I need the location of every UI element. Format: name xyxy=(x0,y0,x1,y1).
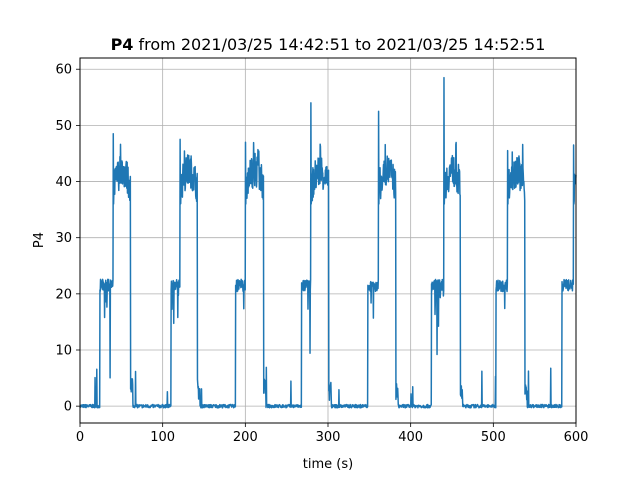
chart-title: P4 from 2021/03/25 14:42:51 to 2021/03/2… xyxy=(111,35,546,54)
y-tick-label: 20 xyxy=(55,287,72,302)
series-line xyxy=(79,76,577,409)
y-tick-label: 60 xyxy=(55,63,72,78)
x-axis: 0 100 200 300 400 500 600 xyxy=(76,423,589,445)
y-axis: 0 10 20 30 40 50 60 xyxy=(55,63,80,415)
chart-title-bold: P4 xyxy=(111,35,134,54)
y-tick-label: 30 xyxy=(55,231,72,246)
x-tick-label: 300 xyxy=(316,430,341,445)
y-tick-label: 10 xyxy=(55,344,72,359)
x-tick-label: 400 xyxy=(398,430,423,445)
x-tick-label: 600 xyxy=(564,430,589,445)
y-tick-label: 40 xyxy=(55,175,72,190)
x-tick-label: 100 xyxy=(150,430,175,445)
x-tick-label: 0 xyxy=(76,430,84,445)
x-tick-label: 500 xyxy=(481,430,506,445)
x-axis-label: time (s) xyxy=(303,457,353,472)
y-tick-label: 50 xyxy=(55,119,72,134)
chart-title-rest: from 2021/03/25 14:42:51 to 2021/03/25 1… xyxy=(133,35,545,54)
x-tick-label: 200 xyxy=(233,430,258,445)
y-axis-label: P4 xyxy=(32,232,47,248)
y-tick-label: 0 xyxy=(64,400,72,415)
series-layer xyxy=(79,76,577,409)
